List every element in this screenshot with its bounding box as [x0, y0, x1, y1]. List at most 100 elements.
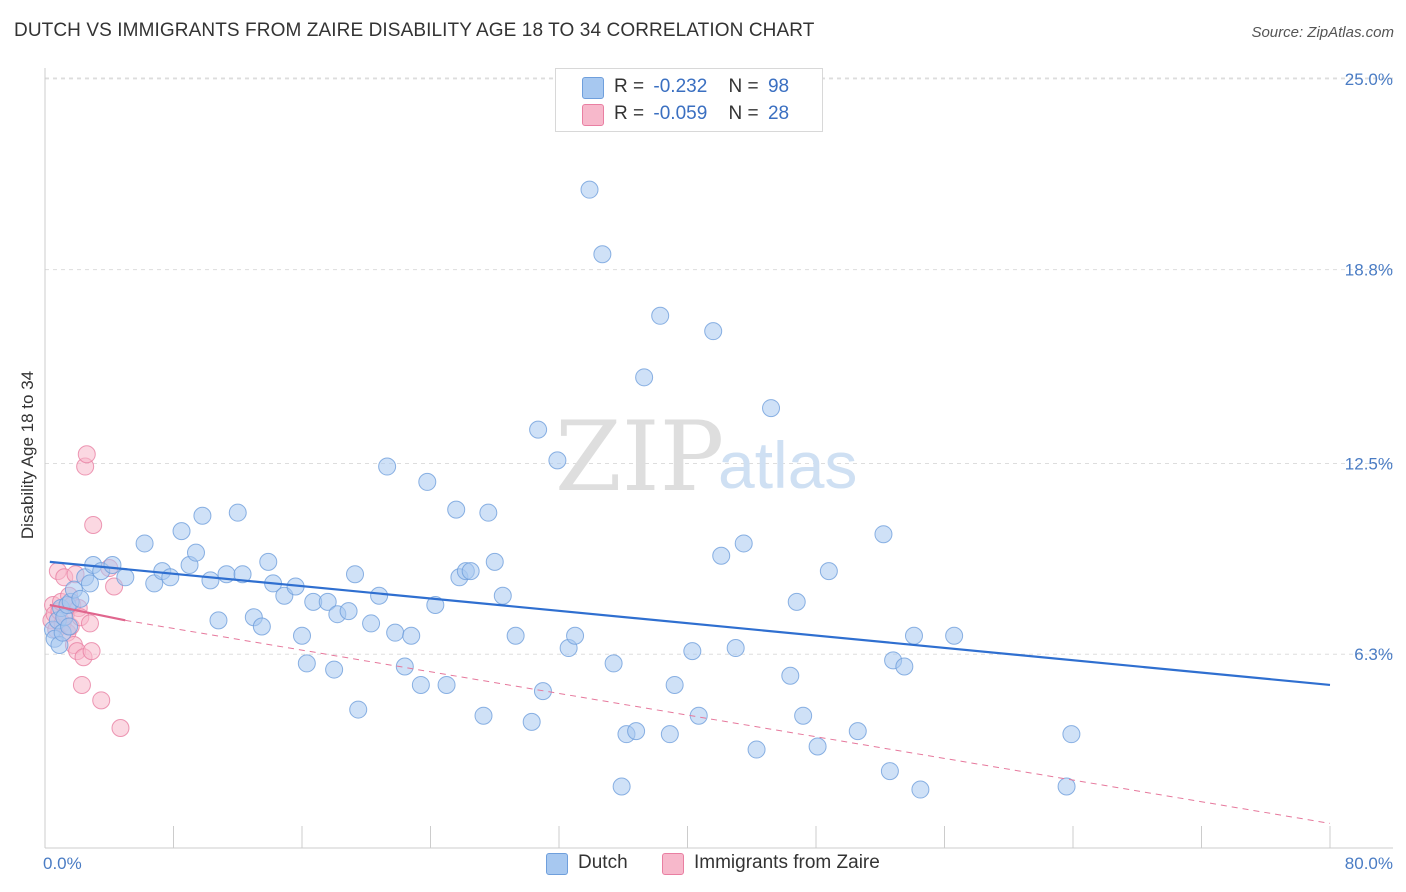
data-point	[362, 614, 381, 633]
data-point	[60, 617, 79, 636]
dutch-n-value: 98	[767, 76, 790, 97]
data-point	[201, 571, 220, 590]
zaire-trend-line-dashed	[125, 619, 1331, 824]
source-credit: Source: ZipAtlas.com	[1251, 24, 1394, 41]
data-point	[904, 626, 923, 645]
data-point	[461, 562, 480, 581]
data-point	[580, 180, 599, 199]
data-point	[259, 552, 278, 571]
watermark: ZIP atlas	[555, 401, 857, 513]
tick-labels: 6.3% 12.5% 18.8% 25.0% 0.0% 80.0%	[43, 70, 1393, 873]
dutch-trend-line	[49, 560, 1331, 687]
data-point	[80, 574, 99, 593]
data-point	[479, 503, 498, 522]
data-point	[747, 740, 766, 759]
data-point	[651, 306, 670, 325]
data-point	[787, 592, 806, 611]
data-point	[604, 654, 623, 673]
data-point	[209, 611, 228, 630]
data-point	[635, 368, 654, 387]
data-point	[1062, 725, 1081, 744]
data-point	[193, 506, 212, 525]
legend-dutch-text: R = -0.232 N = 98	[614, 76, 789, 98]
data-point	[71, 589, 90, 608]
data-point	[318, 592, 337, 611]
data-point	[506, 626, 525, 645]
dutch-n-label: N =	[728, 76, 759, 97]
data-point	[346, 565, 365, 584]
data-point	[386, 623, 405, 642]
data-point	[612, 777, 631, 796]
data-point	[370, 586, 389, 605]
data-point	[474, 706, 493, 725]
dutch-points	[44, 180, 1081, 799]
data-point	[426, 595, 445, 614]
data-point	[660, 725, 679, 744]
data-point	[665, 675, 684, 694]
data-point	[734, 534, 753, 553]
data-point	[794, 706, 813, 725]
data-point	[548, 451, 567, 470]
y-axis-label: Disability Age 18 to 34	[18, 371, 37, 539]
dutch-swatch	[582, 77, 604, 99]
zaire-n-label: N =	[728, 103, 759, 124]
data-point	[895, 657, 914, 676]
data-point	[116, 568, 135, 587]
legend-zaire-text: R = -0.059 N = 28	[614, 103, 789, 125]
zaire-swatch	[582, 104, 604, 126]
dutch-legend-label: Dutch	[578, 852, 628, 873]
data-point	[726, 639, 745, 658]
data-point	[819, 562, 838, 581]
trend-lines	[49, 560, 1331, 824]
correlation-legend: R = -0.232 N = 98 R = -0.059 N = 28	[555, 68, 823, 132]
data-point	[228, 503, 247, 522]
data-point	[880, 762, 899, 781]
data-point	[411, 675, 430, 694]
data-point	[161, 568, 180, 587]
y-tick-label: 25.0%	[1345, 70, 1393, 89]
dutch-r-value: -0.232	[653, 76, 708, 97]
x-tick-label: 0.0%	[43, 854, 82, 873]
data-point	[92, 691, 111, 710]
data-point	[493, 586, 512, 605]
data-point	[848, 722, 867, 741]
data-point	[297, 654, 316, 673]
dutch-legend-swatch	[546, 853, 568, 875]
data-point	[808, 737, 827, 756]
data-point	[135, 534, 154, 553]
data-point	[111, 719, 130, 738]
watermark-atlas: atlas	[718, 428, 857, 502]
chart-title: DUTCH VS IMMIGRANTS FROM ZAIRE DISABILIT…	[14, 20, 815, 41]
data-point	[186, 543, 205, 562]
data-point	[911, 780, 930, 799]
zaire-r-label: R =	[614, 103, 645, 124]
data-point	[378, 457, 397, 476]
dutch-r-label: R =	[614, 76, 645, 97]
data-point	[72, 675, 91, 694]
data-point	[418, 472, 437, 491]
data-point	[172, 522, 191, 541]
data-point	[339, 602, 358, 621]
data-point	[80, 614, 99, 633]
data-point	[566, 626, 585, 645]
data-point	[84, 515, 103, 534]
y-tick-label: 18.8%	[1345, 261, 1393, 280]
data-point	[395, 657, 414, 676]
zaire-legend-label: Immigrants from Zaire	[694, 852, 880, 873]
zaire-trend-line	[49, 603, 126, 622]
data-point	[252, 617, 271, 636]
data-point	[447, 500, 466, 519]
y-tick-label: 12.5%	[1345, 454, 1393, 473]
data-point	[712, 546, 731, 565]
data-point	[437, 675, 456, 694]
data-point	[349, 700, 368, 719]
data-point	[325, 660, 344, 679]
data-point	[522, 712, 541, 731]
axes	[44, 68, 1393, 849]
data-point	[293, 626, 311, 645]
data-point	[1057, 777, 1076, 796]
data-point	[874, 525, 893, 544]
y-tick-label: 6.3%	[1354, 645, 1393, 664]
zaire-r-value: -0.059	[653, 103, 708, 124]
